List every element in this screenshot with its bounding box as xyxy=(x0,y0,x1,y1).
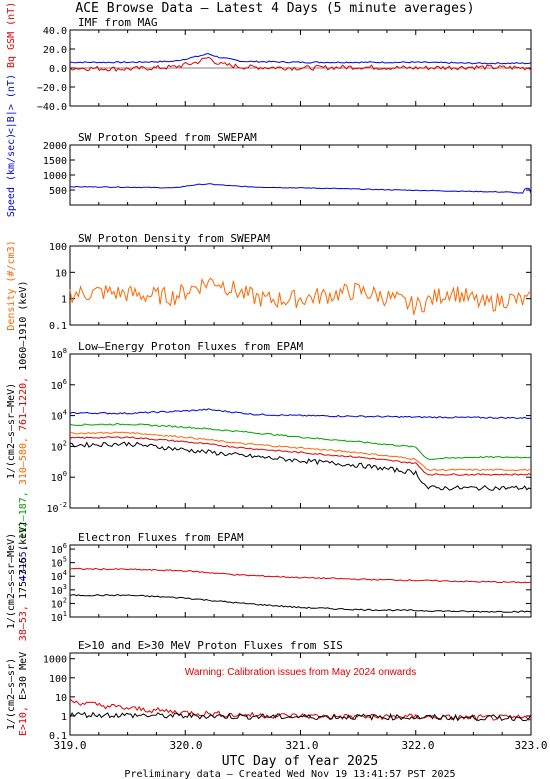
channel-labels: 47–65, 112–187, 310–580, 761–1220, 1060–… xyxy=(18,280,29,581)
panel-title: SW Proton Speed from SWEPAM xyxy=(78,131,257,144)
y-tick-label: −40.0 xyxy=(37,102,67,113)
panel-frame xyxy=(69,353,532,509)
panel-frame xyxy=(69,652,532,736)
y-tick-label: −20.0 xyxy=(37,83,67,94)
x-tick-321: 321.0 xyxy=(285,739,318,752)
y-tick-label: 1500 xyxy=(43,156,67,167)
y-tick-label: 108 xyxy=(51,347,67,361)
panel-title: Electron Fluxes from EPAM xyxy=(78,531,244,544)
y-tick-label: 100 xyxy=(51,470,67,484)
warning-note: Warning: Calibration issues from May 202… xyxy=(185,667,416,678)
y-tick-label: 0.1 xyxy=(49,321,67,332)
y-tick-label: 1000 xyxy=(43,171,67,182)
series-line-E-30-MeV xyxy=(69,711,532,722)
y-tick-label: 106 xyxy=(51,378,67,392)
y-tick-label: 10 xyxy=(55,268,67,279)
y-tick-label: 104 xyxy=(51,569,67,583)
y-tick-label: 10 xyxy=(55,693,67,704)
series-line-1060-1910 xyxy=(69,441,532,491)
channel-labels: E>10, E>30 MeV xyxy=(18,652,29,736)
y-axis-label: Density (#/cm3) xyxy=(6,240,17,330)
series-line-Density-cm3- xyxy=(69,277,532,315)
y-tick-label: 102 xyxy=(51,439,67,453)
y-tick-label: 101 xyxy=(51,610,67,624)
y-axis-label: Speed (km/sec) xyxy=(6,133,17,217)
series-line-175-315 xyxy=(69,594,532,613)
panel-6: E>10 and E>30 MeV Proton Fluxes from SIS… xyxy=(6,639,532,742)
y-axis-label: <|B|> (nT) Bq GSM (nT) xyxy=(6,2,17,134)
figure-title: ACE Browse Data – Latest 4 Days (5 minut… xyxy=(75,1,474,16)
panel-3: SW Proton Density from SWEPAM 100 10 1 0.1 De… xyxy=(6,232,532,332)
x-axis-label: UTC Day of Year 2025 xyxy=(222,754,379,769)
y-tick-label: 20.0 xyxy=(43,45,67,56)
x-tick-320: 320.0 xyxy=(169,739,202,752)
panel-frame xyxy=(69,245,532,326)
panel-title: E>10 and E>30 MeV Proton Fluxes from SIS xyxy=(78,639,343,652)
panel-frame xyxy=(69,144,532,206)
channel-labels: 38–53, 175–315 (keV) xyxy=(18,521,29,641)
series-line-Speed-km-sec- xyxy=(69,183,532,194)
y-tick-label: 0.1 xyxy=(49,731,67,742)
y-tick-label: 0.0 xyxy=(49,64,67,75)
series-line-38-53 xyxy=(69,567,532,584)
y-axis-label: 1/(cm2–s–sr–MeV) xyxy=(6,533,17,629)
y-tick-label: 106 xyxy=(51,542,67,556)
panel-title: IMF from MAG xyxy=(78,16,157,29)
panel-title: SW Proton Density from SWEPAM xyxy=(78,232,270,245)
panels: IMF from MAG 40.0 20.0 0.0 −20.0 −40.0 <|B|> (… xyxy=(6,2,532,742)
panel-1: IMF from MAG 40.0 20.0 0.0 −20.0 −40.0 <|B|> (… xyxy=(6,2,532,134)
y-tick-label: 100 xyxy=(49,242,67,253)
series-line--B-nT- xyxy=(69,53,532,65)
y-tick-label: 102 xyxy=(51,596,67,610)
y-tick-label: 104 xyxy=(51,409,67,423)
x-tick-322: 322.0 xyxy=(401,739,434,752)
footer-note: Preliminary data – Created Wed Nov 19 13… xyxy=(124,769,455,779)
y-tick-label: 1000 xyxy=(43,655,67,666)
x-axis: 319.0 320.0 321.0 322.0 323.0 UTC Day of… xyxy=(53,739,547,769)
y-tick-label: 40.0 xyxy=(43,26,67,37)
y-tick-label: 105 xyxy=(51,556,67,570)
series-line-47-65 xyxy=(69,408,532,420)
panel-5: Electron Fluxes from EPAM 106105104103102… xyxy=(6,521,532,641)
y-tick-label: 10-2 xyxy=(47,501,67,515)
x-tick-319: 319.0 xyxy=(53,739,86,752)
series-line-310-580 xyxy=(69,431,532,472)
y-tick-label: 1 xyxy=(61,295,67,306)
series-line-Bq-GSM-nT- xyxy=(69,56,532,72)
y-tick-label: 500 xyxy=(49,186,67,197)
x-tick-323: 323.0 xyxy=(514,739,547,752)
y-axis-label: 1/(cm2–s–sr) xyxy=(6,658,17,730)
y-tick-label: 1 xyxy=(61,712,67,723)
series-line-112-187 xyxy=(69,422,532,461)
y-tick-label: 100 xyxy=(49,674,67,685)
panel-title: Low–Energy Proton Fluxes from EPAM xyxy=(78,340,304,353)
y-axis-label: 1/(cm2–s–sr–MeV) xyxy=(6,383,17,479)
y-tick-label: 103 xyxy=(51,583,67,597)
panel-2: SW Proton Speed from SWEPAM 2000 1500 1000 5… xyxy=(6,131,532,217)
y-tick-label: 2000 xyxy=(43,141,67,152)
series-line-761-1220 xyxy=(69,436,532,476)
